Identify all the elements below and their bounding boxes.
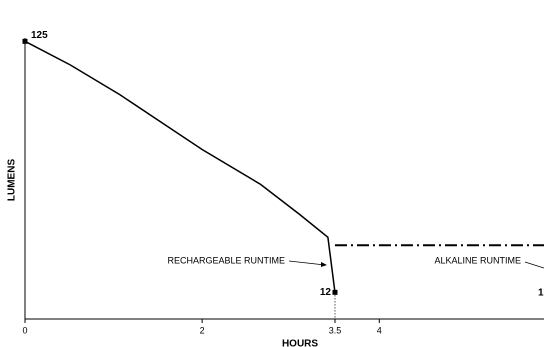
arrow-head	[321, 262, 327, 267]
x-tick-label: 3.5	[329, 325, 342, 335]
arrow	[288, 260, 326, 266]
annotation: 1	[538, 288, 544, 299]
x-tick-label: 2	[200, 325, 205, 335]
point	[22, 38, 28, 44]
data-label: 125	[31, 30, 48, 41]
x-tick-label: 0	[22, 325, 27, 335]
data-label: 12	[320, 287, 332, 298]
x-axis-label: HOURS	[282, 339, 318, 347]
arrow	[524, 261, 544, 269]
y-axis-label: LUMENS	[7, 159, 18, 202]
line	[24, 40, 336, 293]
annotation: RECHARGEABLE RUNTIME	[167, 255, 285, 265]
annotation: ALKALINE RUNTIME	[434, 255, 521, 265]
x-tick-label: 4	[377, 325, 382, 335]
